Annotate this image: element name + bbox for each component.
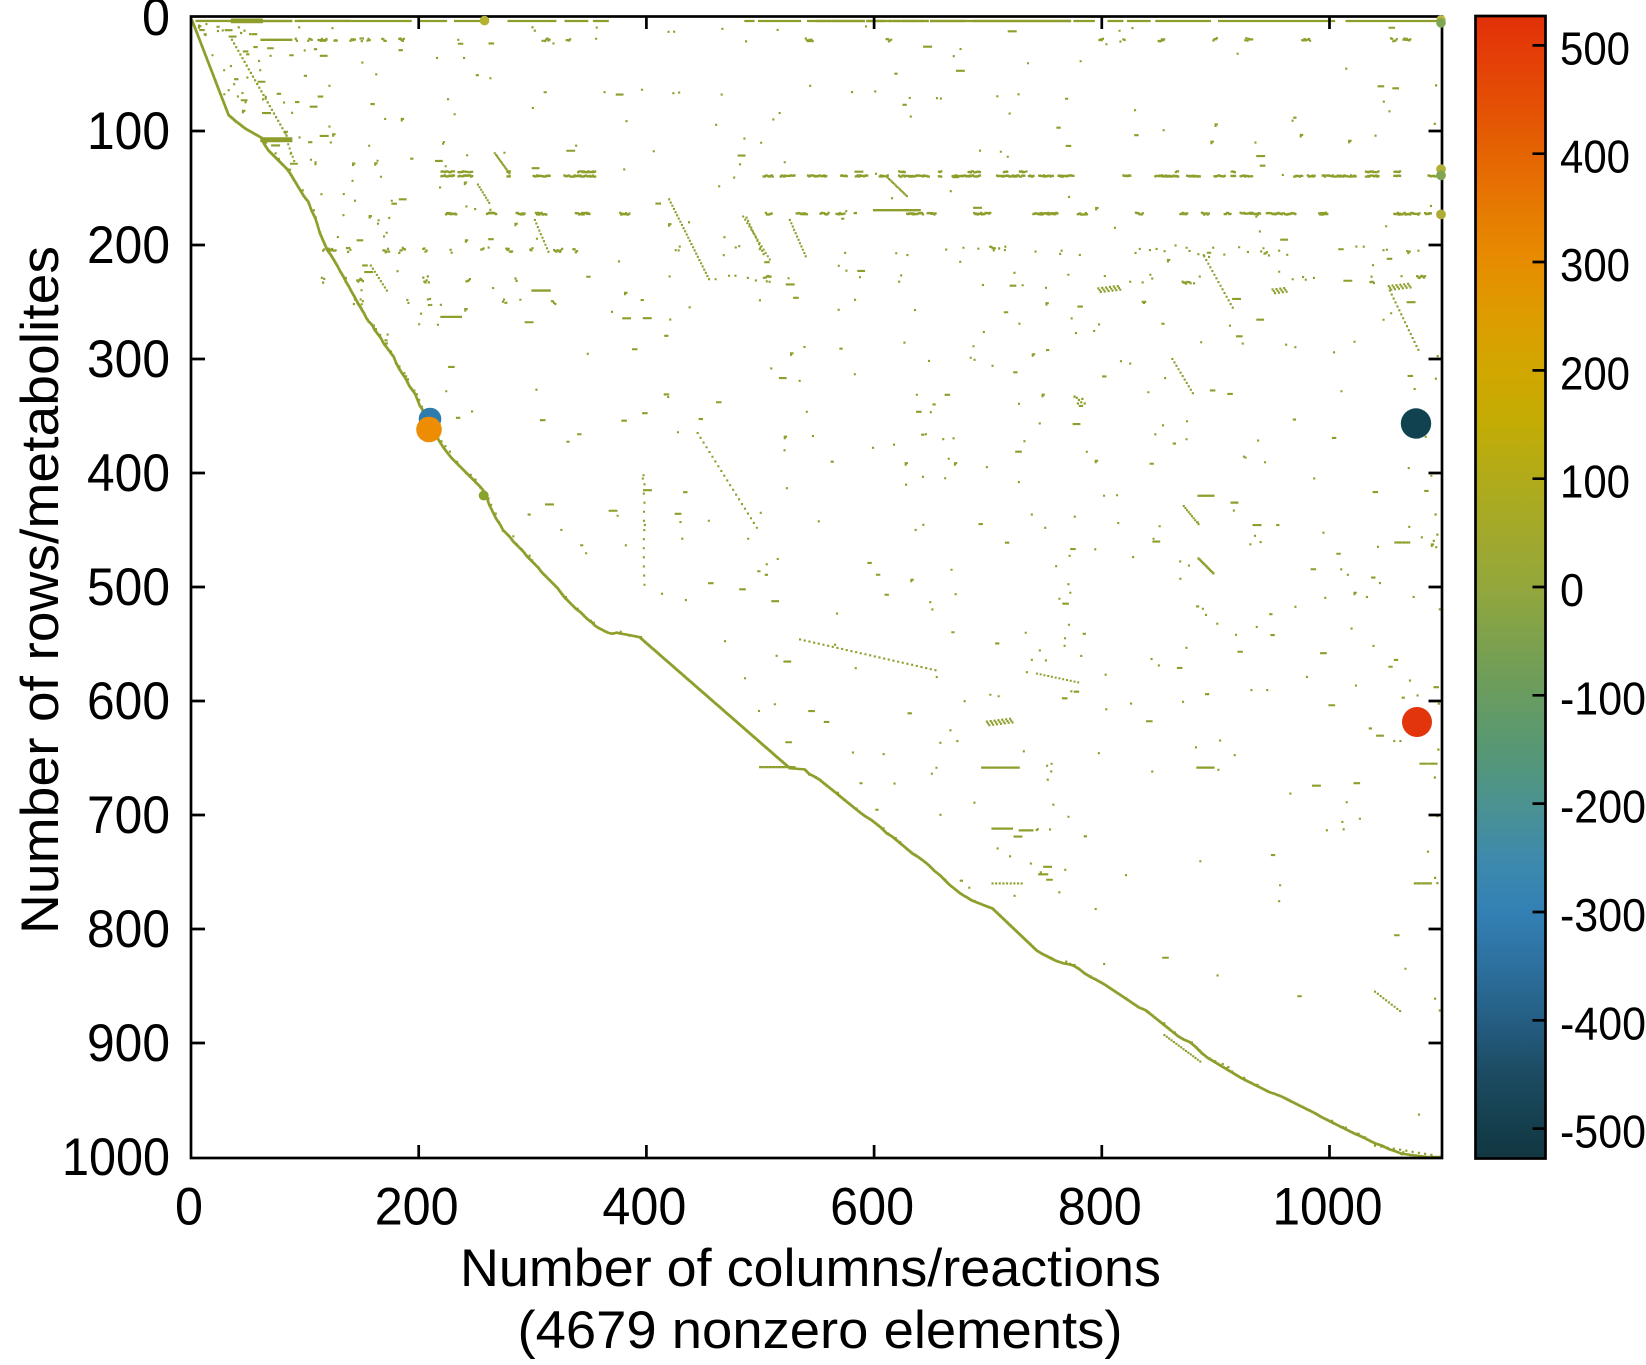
svg-text:1000: 1000 <box>1273 1178 1383 1237</box>
svg-text:-100: -100 <box>1560 672 1646 724</box>
svg-text:100: 100 <box>87 102 170 161</box>
svg-text:Number of columns/reactions: Number of columns/reactions <box>460 1239 1161 1298</box>
svg-text:600: 600 <box>87 672 170 731</box>
svg-text:(4679 nonzero elements): (4679 nonzero elements) <box>518 1301 1123 1360</box>
svg-text:-500: -500 <box>1560 1106 1646 1158</box>
svg-text:-400: -400 <box>1560 997 1646 1049</box>
svg-text:300: 300 <box>1560 239 1630 291</box>
svg-text:0: 0 <box>142 0 170 47</box>
svg-text:0: 0 <box>175 1178 203 1237</box>
svg-text:400: 400 <box>87 444 170 503</box>
svg-text:1000: 1000 <box>62 1128 170 1187</box>
svg-text:400: 400 <box>1560 131 1630 183</box>
svg-text:800: 800 <box>87 900 170 959</box>
svg-text:Number of rows/metabolites: Number of rows/metabolites <box>11 246 70 934</box>
svg-text:200: 200 <box>375 1178 459 1237</box>
svg-text:700: 700 <box>87 786 170 845</box>
svg-text:500: 500 <box>87 558 170 617</box>
svg-text:500: 500 <box>1560 22 1630 74</box>
svg-text:100: 100 <box>1560 456 1630 508</box>
svg-text:200: 200 <box>87 216 170 275</box>
svg-text:200: 200 <box>1560 347 1630 399</box>
svg-text:-200: -200 <box>1560 781 1646 833</box>
svg-text:800: 800 <box>1058 1178 1142 1237</box>
svg-text:0: 0 <box>1560 564 1584 616</box>
svg-text:-300: -300 <box>1560 889 1646 941</box>
svg-text:400: 400 <box>602 1178 686 1237</box>
svg-text:600: 600 <box>830 1178 914 1237</box>
svg-text:300: 300 <box>87 330 170 389</box>
svg-text:900: 900 <box>87 1014 170 1073</box>
